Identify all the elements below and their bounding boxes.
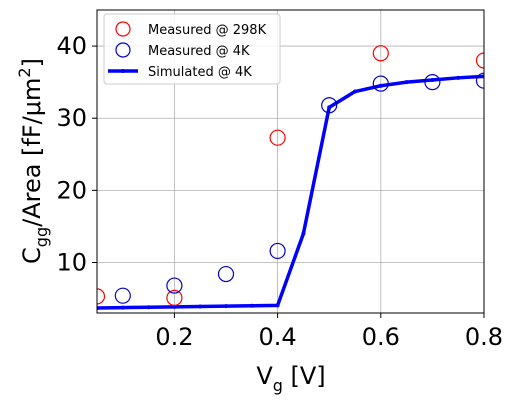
simulated-4k-point: [120, 305, 125, 310]
y-tick-label: 30: [56, 104, 87, 132]
simulated-4k-point: [378, 83, 383, 88]
x-axis-label-rest: [V]: [283, 362, 326, 390]
legend: Measured @ 298K Measured @ 4K Simulated …: [103, 13, 281, 85]
x-tick-label: 0.6: [362, 323, 400, 351]
simulated-4k-point: [146, 305, 151, 310]
y-tick-label: 40: [56, 32, 87, 60]
measured-298k-point: [269, 129, 286, 146]
legend-label-measured-298k: Measured @ 298K: [148, 23, 267, 38]
y-axis-label-mid: /Area [fF/μm: [18, 78, 46, 227]
plot-frame: [96, 9, 485, 314]
x-tick-label: 0.2: [155, 323, 193, 351]
y-axis-label-main: C: [18, 247, 46, 264]
simulated-4k-point: [301, 231, 306, 236]
simulated-4k-point: [275, 303, 280, 308]
measured-298k-point: [97, 288, 106, 305]
x-tick-label: 0.4: [259, 323, 297, 351]
measured-4k-point: [424, 74, 441, 91]
y-axis-label: Cgg/Area [fF/μm2]: [15, 58, 51, 264]
x-axis-label-main: V: [256, 362, 273, 390]
measured-4k-point: [166, 277, 183, 294]
legend-marker-measured-298k: [115, 21, 131, 37]
simulated-4k-point: [198, 304, 203, 309]
legend-marker-measured-4k: [115, 42, 131, 58]
simulated-4k-point: [404, 80, 409, 85]
y-axis-label-end: ]: [18, 58, 46, 67]
measured-298k-point: [372, 45, 389, 62]
y-axis-label-sub: gg: [32, 227, 51, 247]
y-tick-label: 20: [56, 176, 87, 204]
x-axis-label-sub: g: [273, 376, 283, 395]
axis-ticks: 0.2 0.4 0.6 0.8 10 20 30 40: [56, 32, 503, 351]
y-axis-label-sup: 2: [15, 67, 34, 77]
simulated-4k-point: [430, 77, 435, 82]
legend-box: [103, 13, 281, 85]
measured-4k-point: [217, 265, 235, 283]
measured-298k-point: [166, 289, 183, 306]
simulated-4k-point: [249, 303, 254, 308]
simulated-4k-line: [97, 74, 484, 310]
simulated-4k-point: [353, 89, 357, 94]
measured-298k-point: [475, 52, 484, 69]
simulated-4k-point: [327, 105, 332, 110]
measured-4k-point: [321, 97, 338, 114]
x-tick-label: 0.8: [465, 323, 503, 351]
measured-4k-point: [269, 242, 286, 260]
measured-4k-point: [475, 72, 484, 89]
legend-label-simulated-4k: Simulated @ 4K: [148, 65, 252, 80]
legend-dot-simulated-4k: [121, 69, 125, 73]
y-tick-label: 10: [56, 249, 87, 277]
measured-4k-point: [114, 287, 131, 304]
simulated-4k-point: [456, 75, 461, 80]
legend-label-measured-4k: Measured @ 4K: [148, 44, 250, 59]
simulated-4k-point: [224, 304, 228, 309]
measured-4k-point: [372, 75, 389, 92]
x-axis-label: Vg [V]: [256, 362, 325, 395]
